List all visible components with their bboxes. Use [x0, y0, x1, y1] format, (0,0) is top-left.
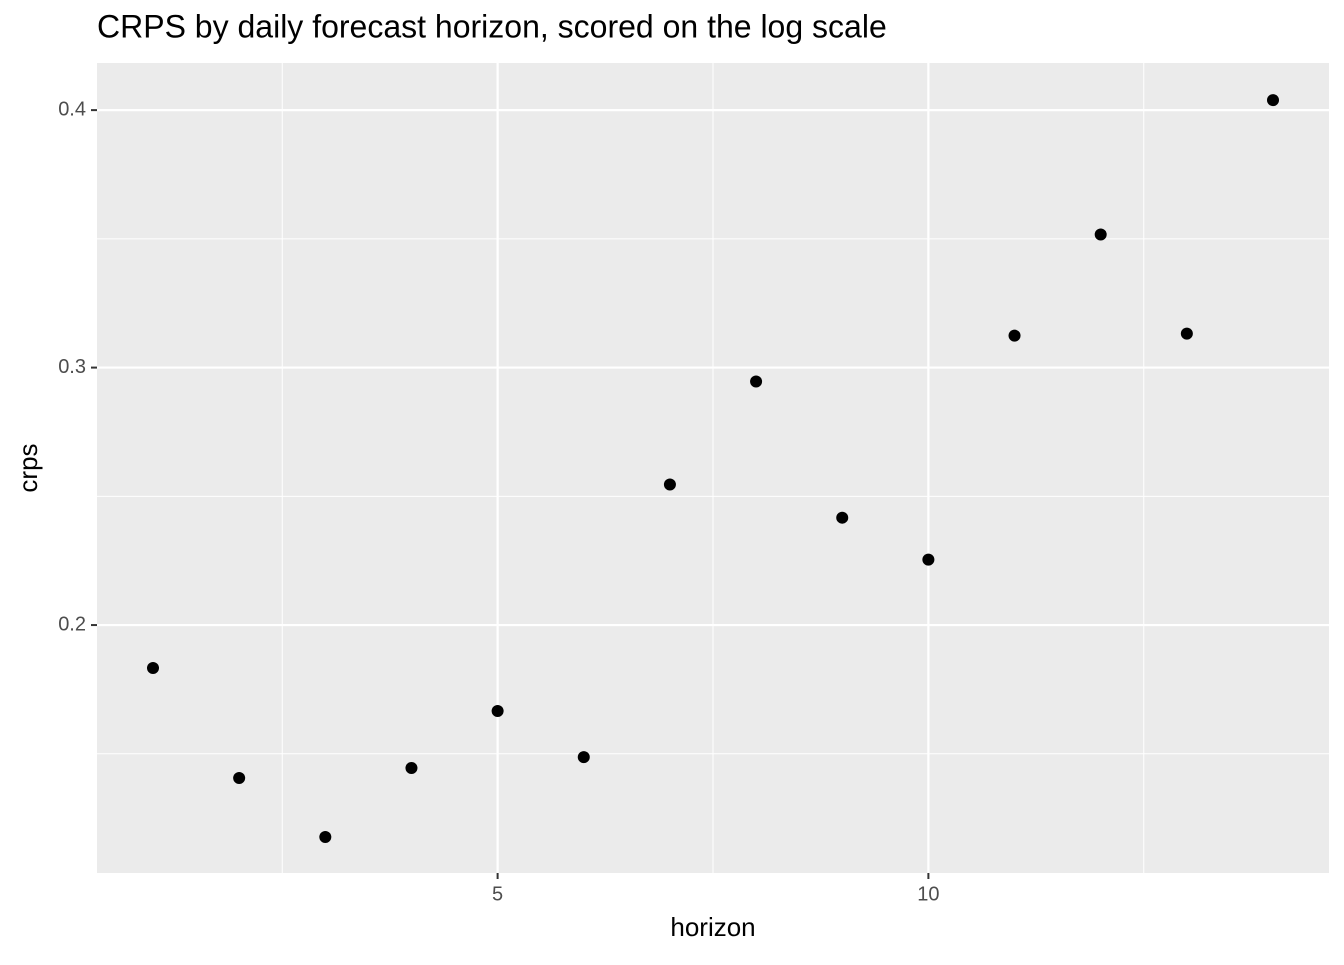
point — [491, 705, 504, 718]
y-tick-label: 0.3 — [58, 356, 86, 378]
point — [663, 478, 676, 491]
x-tick-label: 10 — [917, 883, 939, 905]
point — [836, 511, 849, 524]
point — [577, 751, 590, 764]
point — [1008, 329, 1021, 342]
x-tick-label: 5 — [492, 883, 503, 905]
point — [1180, 327, 1193, 340]
y-tick-label: 0.2 — [58, 613, 86, 635]
x-axis-title: horizon — [670, 912, 755, 942]
point — [319, 830, 332, 843]
point — [147, 662, 159, 675]
point — [233, 771, 246, 784]
point — [922, 553, 935, 566]
point — [1094, 228, 1107, 241]
y-axis-title: crps — [13, 443, 43, 492]
point — [405, 761, 418, 774]
point — [750, 375, 763, 388]
chart-title: CRPS by daily forecast horizon, scored o… — [97, 8, 887, 44]
y-tick-label: 0.4 — [58, 98, 86, 120]
point — [1267, 94, 1279, 107]
